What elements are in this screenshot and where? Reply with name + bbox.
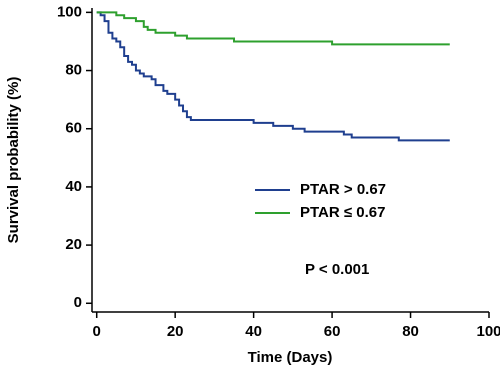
- x-tick-label: 60: [324, 323, 341, 340]
- y-tick-label: 80: [65, 62, 82, 79]
- x-axis-label: Time (Days): [248, 349, 333, 366]
- annotation: P < 0.001: [305, 261, 369, 278]
- x-tick-label: 0: [93, 323, 101, 340]
- x-tick-label: 80: [402, 323, 419, 340]
- x-tick-label: 20: [167, 323, 184, 340]
- survival-curve: [96, 11, 450, 142]
- y-tick-label: 100: [57, 3, 82, 20]
- legend-label: PTAR > 0.67: [300, 181, 386, 198]
- y-tick-label: 0: [74, 294, 82, 311]
- legend-label: PTAR ≤ 0.67: [300, 204, 385, 221]
- y-axis-label: Survival probability (%): [5, 77, 22, 244]
- x-tick-label: 100: [476, 323, 500, 340]
- x-tick-label: 40: [245, 323, 262, 340]
- y-tick-label: 20: [65, 236, 82, 253]
- y-tick-label: 60: [65, 120, 82, 137]
- y-tick-label: 40: [65, 178, 82, 195]
- survival-curve: [96, 11, 450, 46]
